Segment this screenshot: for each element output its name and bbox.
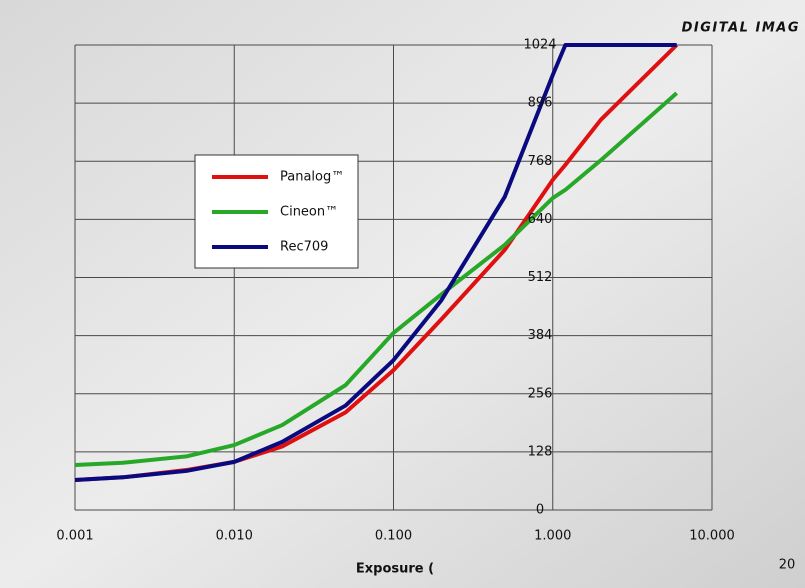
y-tick-label: 768 [528,154,553,169]
slide: DIGITAL IMAG Exposure ( 20 0 128 256 384 512… [0,0,805,588]
header: DIGITAL IMAG [682,21,800,36]
y-tick-label: 256 [528,386,553,401]
y-tick-label: 640 [528,212,553,227]
y-tick-label: 0 [536,503,544,518]
x-tick-label: 0.001 [56,529,93,544]
legend-label: Rec709 [280,240,328,255]
legend-label: Panalog™ [280,170,344,185]
x-tick-label: 0.100 [375,529,412,544]
background [0,0,805,588]
legend: Panalog™ Cineon™ Rec709 [195,155,358,268]
legend-label: Cineon™ [280,205,338,220]
y-tick-label: 1024 [523,38,556,53]
page-number: 20 [779,558,796,573]
y-tick-label: 512 [528,270,553,285]
y-tick-label: 128 [528,444,553,459]
x-axis-title: Exposure ( [356,562,434,577]
x-tick-label: 10.000 [689,529,735,544]
y-tick-label: 896 [528,96,553,111]
y-tick-label: 384 [528,328,553,343]
x-tick-label: 0.010 [216,529,253,544]
x-tick-label: 1.000 [534,529,571,544]
